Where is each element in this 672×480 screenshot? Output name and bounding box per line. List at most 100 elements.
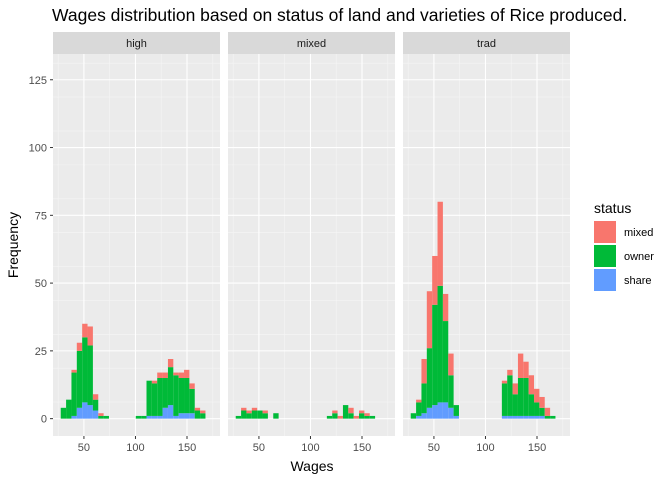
facet-strip-label: trad bbox=[477, 38, 496, 50]
x-tick-label: 150 bbox=[353, 442, 371, 454]
bar-owner bbox=[167, 367, 174, 406]
bar-owner bbox=[326, 415, 333, 419]
bar-owner bbox=[157, 377, 163, 416]
bar-share bbox=[528, 415, 535, 419]
bar-mixed bbox=[353, 415, 360, 419]
facet-panel-trad: trad 50 100 150 bbox=[403, 32, 570, 454]
bar-owner bbox=[251, 410, 258, 419]
facet-strip bbox=[403, 32, 570, 54]
bar-share bbox=[151, 415, 158, 419]
bar-mixed bbox=[512, 383, 518, 395]
bar-owner bbox=[200, 413, 206, 419]
bar-share bbox=[162, 407, 168, 419]
bar-mixed bbox=[448, 353, 454, 376]
facet-panel-high: high 50 100 150 bbox=[53, 32, 220, 454]
bar-share bbox=[501, 415, 508, 419]
bar-mixed bbox=[432, 255, 438, 305]
facet-panel-mixed: mixed 50 100 150 bbox=[228, 32, 395, 454]
bar-mixed bbox=[262, 410, 268, 414]
bar-owner bbox=[416, 402, 422, 416]
bar-owner bbox=[364, 415, 370, 419]
bar-owner bbox=[369, 415, 376, 419]
bar-share bbox=[71, 415, 77, 419]
facet-panels: high 50 100 150 mixed 50 100 150 trad 50 100 150 0 25… bbox=[29, 32, 570, 454]
bar-owner bbox=[82, 337, 88, 403]
bar-owner bbox=[151, 383, 158, 416]
bar-mixed bbox=[162, 372, 168, 378]
bar-mixed bbox=[167, 359, 174, 368]
legend-key-mixed bbox=[594, 221, 616, 243]
bar-owner bbox=[194, 410, 201, 419]
bar-mixed bbox=[534, 388, 540, 403]
bar-share bbox=[432, 405, 438, 419]
bar-owner bbox=[184, 377, 190, 414]
bar-share bbox=[167, 405, 174, 419]
bar-owner bbox=[528, 394, 535, 416]
facet-strip-label: high bbox=[126, 38, 147, 50]
bar-mixed bbox=[178, 372, 185, 378]
bar-owner bbox=[421, 383, 427, 414]
bar-owner bbox=[432, 304, 438, 406]
bar-mixed bbox=[332, 410, 338, 414]
y-tick-label: 100 bbox=[29, 143, 47, 155]
bar-share bbox=[421, 413, 427, 419]
bar-owner bbox=[141, 415, 147, 419]
facet-strip bbox=[228, 32, 395, 54]
bar-mixed bbox=[539, 396, 545, 408]
bar-owner bbox=[235, 415, 242, 419]
bar-owner bbox=[544, 415, 551, 419]
bar-owner bbox=[426, 348, 433, 408]
panel-background bbox=[228, 54, 395, 436]
bar-owner bbox=[257, 410, 263, 419]
y-axis-title: Frequency bbox=[5, 212, 21, 278]
bar-owner bbox=[342, 405, 349, 419]
y-tick-label: 75 bbox=[35, 210, 47, 222]
bar-owner bbox=[98, 415, 104, 419]
bar-owner bbox=[523, 377, 529, 416]
bar-owner bbox=[507, 375, 513, 416]
bar-mixed bbox=[241, 407, 247, 411]
bar-share bbox=[437, 402, 443, 419]
facet-strip bbox=[53, 32, 220, 54]
x-tick-label: 50 bbox=[253, 442, 265, 454]
bar-mixed bbox=[76, 342, 83, 351]
bar-owner bbox=[512, 394, 518, 416]
bar-share bbox=[173, 415, 179, 419]
bar-share bbox=[507, 415, 513, 419]
y-tick-label: 0 bbox=[41, 414, 47, 426]
bar-mixed bbox=[184, 369, 190, 378]
bar-mixed bbox=[157, 372, 163, 378]
bar-owner bbox=[246, 413, 252, 419]
bar-owner bbox=[76, 350, 83, 408]
y-tick-label: 125 bbox=[29, 75, 47, 87]
bar-mixed bbox=[528, 375, 535, 395]
bar-mixed bbox=[98, 413, 104, 416]
bar-owner bbox=[173, 375, 179, 416]
bar-mixed bbox=[92, 394, 99, 400]
bar-owner bbox=[189, 388, 195, 414]
bar-mixed bbox=[173, 372, 179, 376]
bar-mixed bbox=[523, 361, 529, 378]
bar-share bbox=[184, 413, 190, 419]
legend-label-share: share bbox=[624, 275, 652, 287]
bar-share bbox=[534, 415, 540, 419]
bar-owner bbox=[273, 413, 279, 419]
legend-key-owner bbox=[594, 245, 616, 267]
bar-share bbox=[539, 415, 545, 419]
bar-share bbox=[157, 415, 163, 419]
y-tick-label: 50 bbox=[35, 278, 47, 290]
bar-mixed bbox=[507, 369, 513, 376]
bar-owner bbox=[359, 413, 365, 419]
legend: status mixed owner share bbox=[594, 200, 654, 291]
legend-title: status bbox=[594, 200, 631, 216]
bar-mixed bbox=[364, 413, 370, 416]
bar-owner bbox=[453, 405, 459, 416]
bar-share bbox=[76, 407, 83, 419]
bar-mixed bbox=[189, 383, 195, 389]
bar-mixed bbox=[82, 323, 88, 338]
bar-mixed bbox=[87, 326, 93, 346]
bar-share bbox=[92, 410, 99, 419]
bar-share bbox=[442, 402, 449, 419]
bar-owner bbox=[348, 413, 354, 419]
